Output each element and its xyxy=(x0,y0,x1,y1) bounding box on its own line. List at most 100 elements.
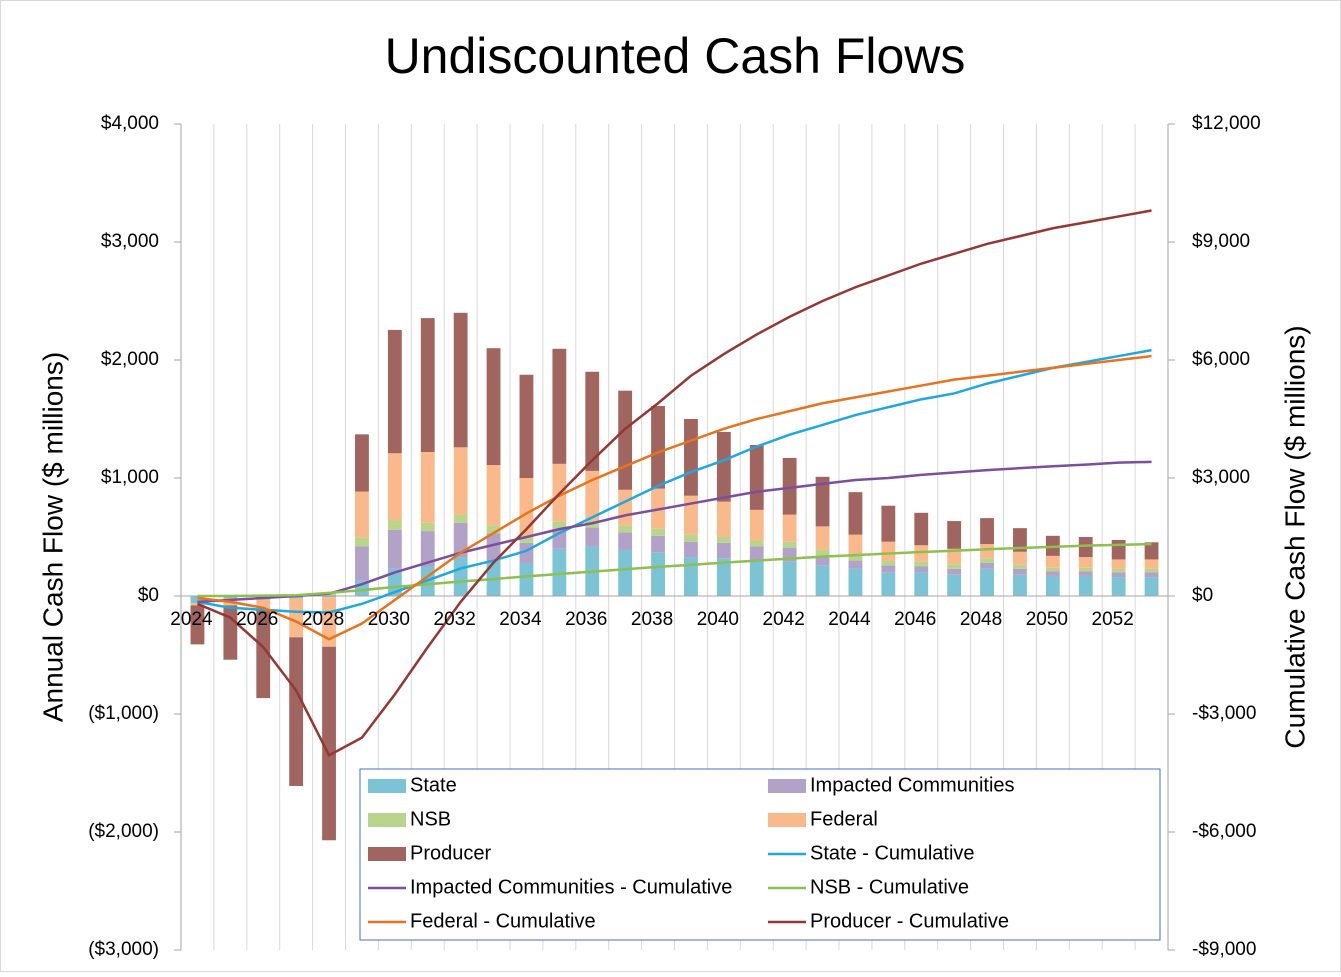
y2-tick-label: -$6,000 xyxy=(1192,821,1256,842)
bar-segment xyxy=(420,452,435,523)
bar-segment xyxy=(815,565,830,596)
bar-segment xyxy=(749,546,764,561)
cumulative-line xyxy=(197,354,1152,641)
bar-segment xyxy=(947,568,962,575)
bar-segment xyxy=(848,534,863,556)
bar-segment xyxy=(716,558,731,596)
bar-segment xyxy=(453,514,468,523)
bar-segment xyxy=(1045,567,1060,572)
bar-segment xyxy=(486,525,501,534)
bar-segment xyxy=(1111,568,1126,573)
bar-segment xyxy=(387,329,402,454)
x-tick-label: 2050 xyxy=(1026,609,1068,630)
bar-segment xyxy=(848,560,863,569)
bar-segment xyxy=(618,390,633,490)
x-tick-label: 2034 xyxy=(499,609,542,630)
bar-segment xyxy=(980,562,994,569)
y-tick-label: $2,000 xyxy=(101,349,159,370)
bar-segment xyxy=(190,596,205,604)
bar-segment xyxy=(190,605,205,645)
bar-segment xyxy=(355,537,369,547)
bar-segment xyxy=(782,561,797,596)
y-tick-label: $4,000 xyxy=(101,113,159,134)
bar-segment xyxy=(1013,568,1027,575)
bar-segment xyxy=(716,501,731,537)
bar-segment xyxy=(749,509,764,541)
legend-label: State - Cumulative xyxy=(810,842,975,864)
bar-segment xyxy=(552,548,567,596)
bar-segment xyxy=(749,444,764,510)
legend-label: Federal - Cumulative xyxy=(410,910,596,932)
bar-segment xyxy=(486,348,501,466)
cumulative-line xyxy=(197,348,1152,614)
y2-tick-label: $3,000 xyxy=(1192,467,1250,488)
bar-segment xyxy=(256,608,271,699)
x-tick-label: 2024 xyxy=(170,609,213,630)
bar-segment xyxy=(256,599,271,609)
bar-segment xyxy=(749,540,764,547)
x-tick-label: 2028 xyxy=(302,609,344,630)
bar-segment xyxy=(552,348,567,464)
bar-segment xyxy=(684,541,698,558)
legend-label: State xyxy=(410,774,457,796)
x-tick-label: 2038 xyxy=(631,609,673,630)
bar-segment xyxy=(815,526,830,550)
legend-swatch xyxy=(368,813,406,827)
bar-segment xyxy=(1144,568,1159,573)
legend-label: Producer xyxy=(410,842,491,864)
chart-title: Undiscounted Cash Flows xyxy=(385,28,966,84)
bar-segment xyxy=(585,527,600,547)
bar-segment xyxy=(651,528,665,536)
bar-segment xyxy=(355,546,369,581)
bar-segment xyxy=(947,574,962,596)
bar-segment xyxy=(980,518,994,545)
legend-swatch xyxy=(768,779,806,793)
bar-segment xyxy=(914,566,929,573)
bar-segment xyxy=(355,434,369,492)
bar-segment xyxy=(980,544,994,559)
bar-segment xyxy=(519,562,534,596)
legend-swatch xyxy=(368,779,406,793)
bar-segment xyxy=(289,598,304,638)
bar-segment xyxy=(914,561,929,567)
bar-segment xyxy=(881,541,896,561)
bar-segment xyxy=(618,532,633,550)
x-tick-label: 2040 xyxy=(697,609,739,630)
bar-segment xyxy=(749,560,764,596)
bar-segment xyxy=(1111,572,1126,578)
bar-segment xyxy=(980,558,994,563)
y-axis-label: Annual Cash Flow ($ millions) xyxy=(37,352,68,722)
bar-segment xyxy=(1144,572,1159,578)
y2-tick-label: $0 xyxy=(1192,585,1213,606)
bar-segment xyxy=(355,491,369,538)
bar-segment xyxy=(716,431,731,502)
bar-segment xyxy=(782,541,797,548)
x-tick-label: 2042 xyxy=(763,609,805,630)
legend-label: Impacted Communities xyxy=(810,774,1015,796)
x-tick-label: 2032 xyxy=(434,609,476,630)
bar-segment xyxy=(420,522,435,532)
bar-segment xyxy=(881,572,896,596)
bar-segment xyxy=(914,545,929,562)
bar-segment xyxy=(420,318,435,453)
bar-segment xyxy=(453,557,468,596)
y-tick-label: $3,000 xyxy=(101,231,159,252)
x-tick-label: 2030 xyxy=(368,609,410,630)
bar-segment xyxy=(453,312,468,448)
bar-segment xyxy=(651,535,665,553)
bar-segment xyxy=(387,520,402,530)
bar-segment xyxy=(322,646,336,841)
bar-segment xyxy=(618,489,633,526)
bar-segment xyxy=(1045,571,1060,576)
bar-segment xyxy=(684,419,698,496)
y-tick-label: ($3,000) xyxy=(88,939,159,960)
bar-segment xyxy=(387,529,402,569)
y-tick-label: $1,000 xyxy=(101,467,159,488)
bar-segment xyxy=(815,555,830,566)
bar-segment xyxy=(453,522,468,558)
cumulative-line xyxy=(197,542,1152,598)
bar-segment xyxy=(1013,574,1027,596)
bar-segment xyxy=(947,564,962,569)
legend-swatch xyxy=(768,813,806,827)
legend: State Impacted Communities NSB Federal Produ… xyxy=(359,768,1161,941)
